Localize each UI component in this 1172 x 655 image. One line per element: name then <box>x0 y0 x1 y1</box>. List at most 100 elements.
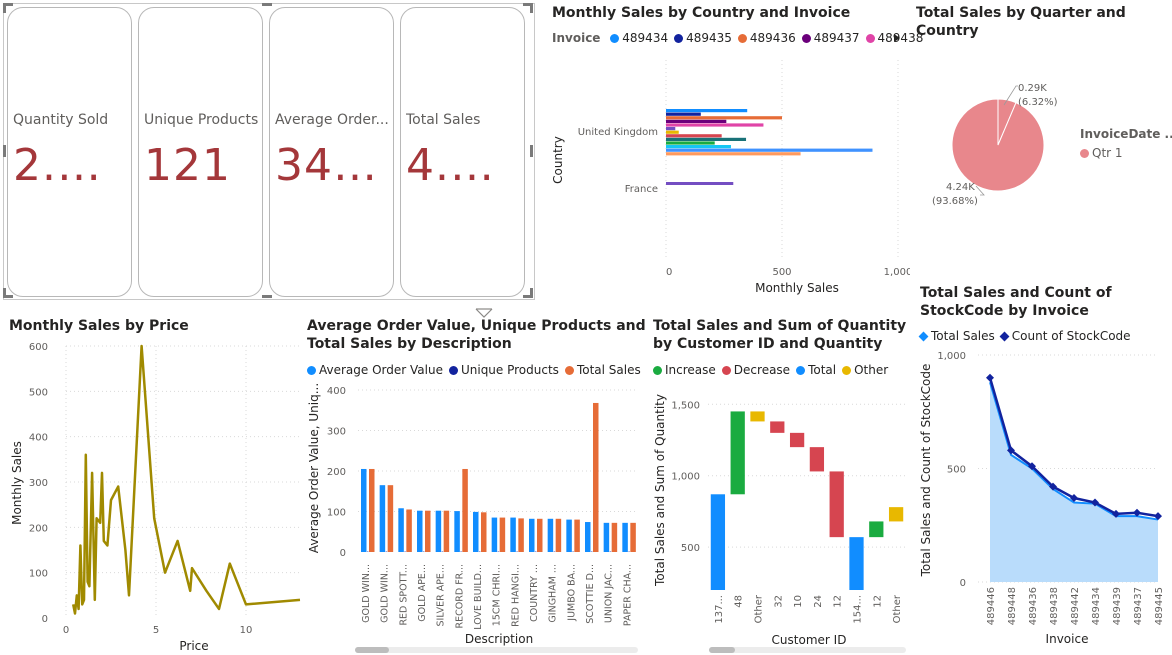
legend-item[interactable]: Decrease <box>721 363 790 377</box>
x-tick-label: 10 <box>240 625 253 636</box>
resize-handle-top[interactable] <box>262 3 272 6</box>
bar-total-sales <box>499 517 506 552</box>
bar-average-order-value <box>417 510 423 552</box>
y-tick-label: France <box>625 184 658 195</box>
resize-handle-top-right[interactable] <box>523 3 533 6</box>
y-tick-label: 1,000 <box>671 472 700 483</box>
card-total-sales[interactable]: Total Sales 4.5... <box>400 7 525 297</box>
bar-10 <box>666 145 731 149</box>
legend-label: Unique Products <box>460 363 559 377</box>
y-tick-label: 0 <box>960 578 966 589</box>
x-tick-label: 5 <box>153 625 159 636</box>
scroll-thumb[interactable] <box>355 647 389 653</box>
resize-handle-top-left-v[interactable] <box>3 3 6 13</box>
desc-bar-chart[interactable]: 0 100 200 300 400 GOLD WIN... GOLD WIN... RED S… <box>304 380 646 648</box>
desc-chart-scrollbar[interactable] <box>355 647 638 653</box>
legend-dot-icon <box>448 366 458 375</box>
resize-handle-top-right-v[interactable] <box>530 3 533 13</box>
legend-item[interactable]: Total <box>796 363 836 377</box>
legend-item[interactable]: Unique Products <box>448 363 559 377</box>
filter-chevron-icon[interactable] <box>474 307 494 319</box>
desc-chart-title: Average Order Value, Unique Products and… <box>307 318 646 352</box>
invoice-area-chart[interactable]: 0 500 1,000 489446 489448 489436 489438 489442 4… <box>916 345 1168 650</box>
bar-6 <box>666 130 679 134</box>
legend-label: 489437 <box>813 31 860 45</box>
resize-handle-top-left[interactable] <box>3 3 13 6</box>
card-unique-products[interactable]: Unique Products 121 <box>138 7 263 297</box>
bar-average-order-value <box>473 511 479 552</box>
y-tick-label: 500 <box>947 465 966 476</box>
price-line-chart[interactable]: 0 100 200 300 400 500 600 0 5 10 Price Monthly Sale… <box>4 338 304 653</box>
waterfall-bar-6 <box>829 471 844 538</box>
bar-total-sales <box>406 509 412 552</box>
leader-line <box>975 185 985 196</box>
bar-5 <box>666 127 676 131</box>
x-tick-label: 15CM CHRI... <box>492 564 503 626</box>
bar-average-order-value <box>622 522 628 552</box>
legend-item[interactable]: Increase <box>653 363 716 377</box>
resize-handle-left[interactable] <box>3 145 6 157</box>
legend-item[interactable]: Total Sales <box>564 363 641 377</box>
x-tick-label: Other <box>892 594 903 623</box>
legend-diamond-icon <box>918 331 929 342</box>
bar-average-order-value <box>379 485 386 552</box>
bar-2 <box>666 116 782 120</box>
x-tick-label: 500 <box>772 267 791 278</box>
waterfall-chart[interactable]: 500 1,000 1,500 137... 48 Other 32 10 24 12 154...… <box>650 382 912 650</box>
legend-dot-icon <box>674 34 684 43</box>
legend-diamond-icon <box>999 331 1010 342</box>
country-bar-chart[interactable]: 0 500 1,000 Monthly Sales Country United King… <box>548 55 910 300</box>
resize-handle-bottom-right-v[interactable] <box>530 288 533 298</box>
legend-item[interactable]: Total Sales <box>918 329 995 343</box>
legend-item[interactable]: Other <box>842 363 888 377</box>
price-line-series <box>71 344 301 615</box>
legend-item[interactable]: 489438 <box>865 31 923 45</box>
x-tick-label: 489438 <box>1049 587 1060 625</box>
scroll-thumb[interactable] <box>709 647 735 653</box>
pie-legend-item[interactable]: Qtr 1 <box>1080 146 1123 160</box>
card-average-order[interactable]: Average Order... 347... <box>269 7 394 297</box>
bar-8 <box>666 137 747 141</box>
leader-line <box>1003 85 1018 106</box>
bar-france <box>666 182 734 185</box>
resize-handle-right[interactable] <box>530 145 533 157</box>
x-tick-label: JUMBO BA... <box>566 564 577 622</box>
marker-count-stockcode <box>1070 494 1078 503</box>
legend-dot-icon <box>721 366 731 375</box>
waterfall-bar-4 <box>789 432 805 448</box>
card-value: 121 <box>144 140 231 191</box>
legend-item[interactable]: Count of StockCode <box>999 329 1131 343</box>
legend-next-arrow-icon[interactable] <box>893 33 901 43</box>
resize-handle-bottom-left[interactable] <box>3 295 13 298</box>
resize-handle-bottom[interactable] <box>262 295 272 298</box>
legend-item[interactable]: 489434 <box>610 31 668 45</box>
x-tick-label: PAPER CHA... <box>622 564 633 626</box>
x-tick-label: 24 <box>813 595 824 608</box>
legend-item[interactable]: 489435 <box>674 31 732 45</box>
bar-total-sales <box>481 512 487 552</box>
waterfall-chart-scrollbar[interactable] <box>709 647 906 653</box>
pie-chart[interactable]: 0.29K (6.32%) 4.24K (93.68%) <box>912 78 1082 218</box>
x-tick-label: 12 <box>872 595 883 608</box>
bar-total-sales <box>537 518 543 552</box>
legend-dot-icon <box>1080 149 1089 158</box>
marker-count-stockcode <box>1049 482 1057 491</box>
resize-handle-bottom-left-v[interactable] <box>3 288 6 298</box>
y-tick-label: 1,500 <box>671 400 700 411</box>
legend-item[interactable]: 489436 <box>737 31 796 45</box>
x-tick-label: SCOTTIE D... <box>585 564 596 624</box>
x-axis-title: Invoice <box>1046 632 1089 646</box>
kpi-card-group[interactable]: Quantity Sold 2.0... Unique Products 121… <box>3 3 535 300</box>
card-value: 2.0... <box>13 140 129 191</box>
legend-item[interactable]: 489437 <box>801 31 860 45</box>
card-quantity-sold[interactable]: Quantity Sold 2.0... <box>7 7 132 297</box>
x-tick-label: RED HANGI... <box>510 564 521 627</box>
resize-handle-bottom-right[interactable] <box>523 295 533 298</box>
bar-average-order-value <box>585 522 591 552</box>
marker-count-stockcode <box>1154 512 1162 521</box>
invoice-chart-title: Total Sales and Count of StockCode by In… <box>920 285 1112 319</box>
legend-item[interactable]: Average Order Value <box>307 363 443 377</box>
bar-total-sales <box>630 522 636 552</box>
legend-dot-icon <box>801 34 811 43</box>
x-tick-label: COUNTRY ... <box>529 564 540 622</box>
